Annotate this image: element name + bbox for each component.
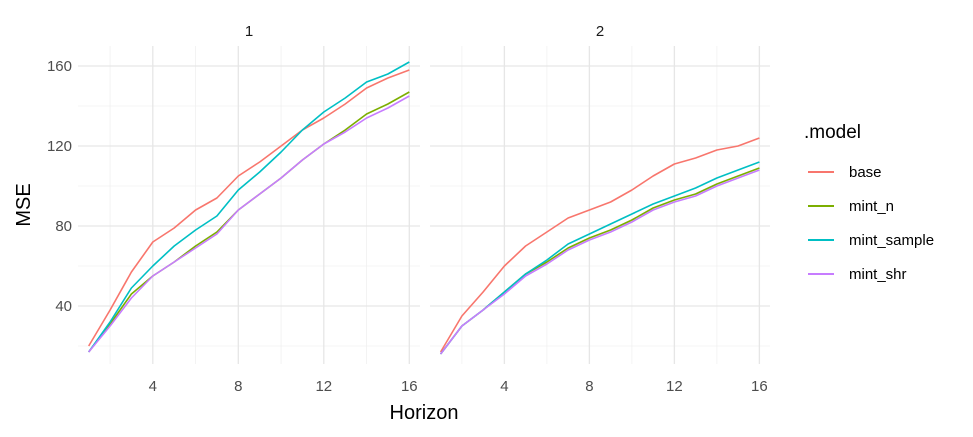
y-tick-label: 120 bbox=[47, 138, 72, 155]
facet-label: 1 bbox=[245, 23, 253, 40]
series-line-mint-sample bbox=[88, 61, 410, 353]
x-tick-label: 8 bbox=[234, 378, 242, 395]
y-tick-label: 40 bbox=[55, 298, 72, 315]
facet-label: 2 bbox=[596, 23, 604, 40]
panel-1: 1 4 8 12 16 40 80 120 160 bbox=[47, 23, 420, 395]
legend-label: mint_sample bbox=[849, 232, 934, 249]
panel-2: 2 4 8 12 16 bbox=[430, 23, 770, 395]
series-line-mint-sample bbox=[439, 161, 760, 355]
legend-title: .model bbox=[804, 122, 861, 143]
series-line-mint-n bbox=[439, 167, 760, 355]
y-tick-label: 160 bbox=[47, 58, 72, 75]
legend-label: mint_n bbox=[849, 198, 894, 215]
legend-label: base bbox=[849, 164, 882, 181]
x-tick-label: 12 bbox=[666, 378, 683, 395]
x-tick-label: 4 bbox=[500, 378, 508, 395]
series-line-base bbox=[88, 69, 410, 347]
x-tick-label: 16 bbox=[751, 378, 768, 395]
panels: 1 4 8 12 16 40 80 120 160 2 4 8 12 16 bbox=[47, 23, 770, 395]
x-tick-label: 16 bbox=[401, 378, 418, 395]
x-tick-label: 12 bbox=[315, 378, 332, 395]
y-axis-title: MSE bbox=[13, 183, 35, 226]
legend: .model base mint_n mint_sample mint_shr bbox=[804, 122, 934, 283]
series-line-mint-n bbox=[88, 91, 410, 353]
legend-label: mint_shr bbox=[849, 266, 907, 283]
x-tick-label: 4 bbox=[149, 378, 157, 395]
series-line-mint-shr bbox=[439, 169, 760, 355]
y-tick-label: 80 bbox=[55, 218, 72, 235]
x-tick-label: 8 bbox=[585, 378, 593, 395]
series-line-mint-shr bbox=[88, 95, 410, 353]
series-line-base bbox=[439, 137, 760, 353]
x-axis-title: Horizon bbox=[390, 402, 459, 424]
